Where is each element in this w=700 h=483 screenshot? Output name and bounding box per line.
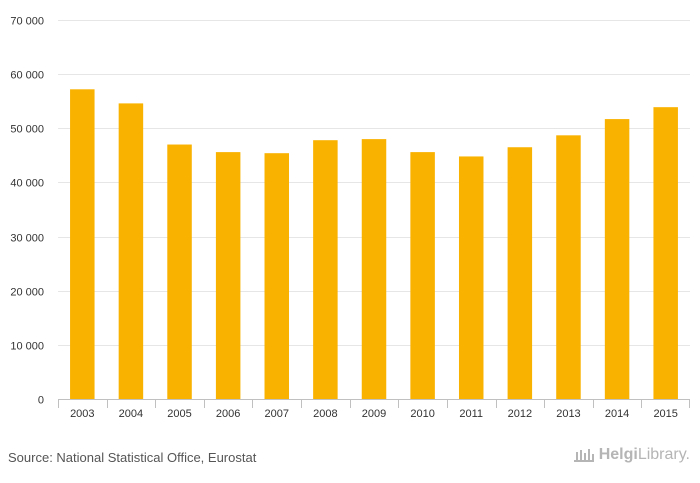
library-building-icon xyxy=(573,449,594,462)
bar-2013 xyxy=(556,135,581,399)
y-tick-label: 30 000 xyxy=(10,233,44,245)
bar-2011 xyxy=(458,156,484,399)
bar-2015 xyxy=(653,107,678,400)
bar-2010 xyxy=(410,152,435,399)
x-tick-label-2013: 2013 xyxy=(556,408,580,420)
bar-2014 xyxy=(604,119,630,399)
x-tick-label-2005: 2005 xyxy=(167,408,191,420)
bar-2006 xyxy=(215,152,241,399)
logo-helgi-text: Helgi xyxy=(598,446,638,463)
bar-2004 xyxy=(118,103,144,399)
helgi-library-logo: HelgiLibrary. xyxy=(573,446,690,464)
x-tick-label-2004: 2004 xyxy=(119,408,143,420)
y-tick-label: 20 000 xyxy=(10,287,44,299)
y-tick-label: 40 000 xyxy=(10,178,44,190)
y-tick-label: 70 000 xyxy=(10,16,44,28)
x-tick-label-2011: 2011 xyxy=(459,408,483,420)
bar-2007 xyxy=(264,153,290,399)
x-tick-label-2012: 2012 xyxy=(508,408,532,420)
x-tick-label-2009: 2009 xyxy=(362,408,386,420)
y-axis: 0 10 000 20 000 30 000 40 000 50 000 60 000 70 … xyxy=(10,16,44,407)
x-tick-label-2015: 2015 xyxy=(653,408,677,420)
bar-chart: 0 10 000 20 000 30 000 40 000 50 000 60 000 70 … xyxy=(10,16,690,420)
x-tick-label-2006: 2006 xyxy=(216,408,240,420)
x-tick-label-2007: 2007 xyxy=(265,408,289,420)
bar-2005 xyxy=(167,144,192,399)
logo-library-text: Library. xyxy=(637,446,690,463)
source-note: Source: National Statistical Office, Eur… xyxy=(8,450,257,465)
bars xyxy=(70,89,678,400)
bar-2012 xyxy=(507,147,533,399)
x-tick-label-2010: 2010 xyxy=(410,408,434,420)
x-tick-label-2003: 2003 xyxy=(70,408,94,420)
y-tick-label: 10 000 xyxy=(10,341,44,353)
x-tick-label-2014: 2014 xyxy=(605,408,629,420)
x-tick-label-2008: 2008 xyxy=(313,408,337,420)
x-axis: 2003 2004 2005 2006 2007 2008 2009 2010 2011 2012… xyxy=(58,399,690,420)
y-tick-label: 60 000 xyxy=(10,70,44,82)
y-tick-label: 50 000 xyxy=(10,124,44,136)
y-tick-label: 0 xyxy=(38,395,44,407)
bar-2008 xyxy=(313,140,338,399)
bar-2003 xyxy=(70,89,95,400)
bar-2009 xyxy=(361,139,387,400)
